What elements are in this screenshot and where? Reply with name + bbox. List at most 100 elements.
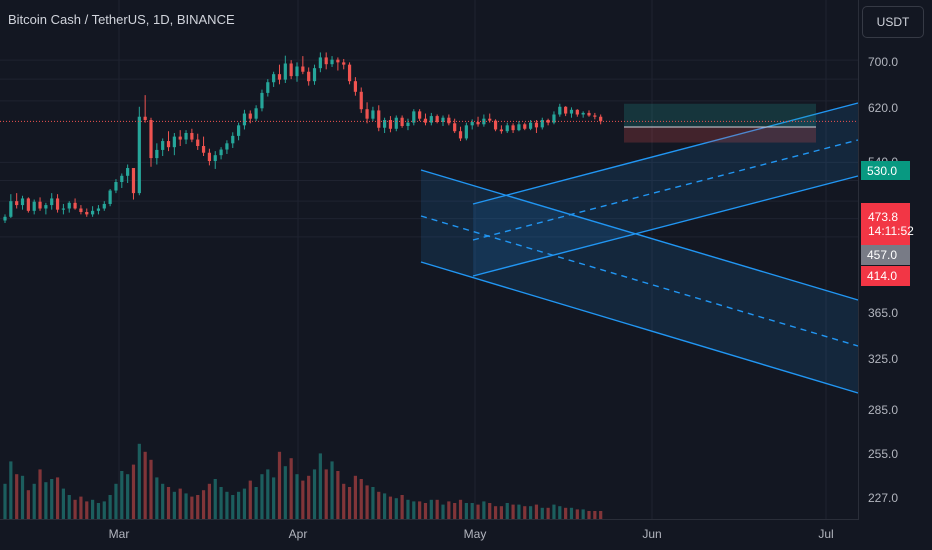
candle-body xyxy=(347,64,352,82)
candle-body xyxy=(137,116,141,194)
y-tick-label: 325.0 xyxy=(868,352,899,366)
candle-body xyxy=(277,74,282,80)
candle-body xyxy=(266,82,270,93)
volume-bar xyxy=(108,495,112,519)
candle-body xyxy=(254,108,258,119)
volume-bar xyxy=(91,499,95,519)
candle-body xyxy=(283,63,287,80)
volume-bar xyxy=(429,499,433,519)
candle-body xyxy=(196,139,200,147)
candle-body xyxy=(3,216,7,221)
candle-body xyxy=(178,136,182,140)
volume-bar xyxy=(400,495,404,519)
candle-body xyxy=(330,59,334,65)
candle-body xyxy=(552,114,556,123)
x-tick-label: Jul xyxy=(818,527,834,541)
volume-bar xyxy=(67,495,71,519)
candle-body xyxy=(207,152,211,162)
volume-bar xyxy=(552,504,556,519)
volume-bar xyxy=(482,501,486,519)
volume-bar xyxy=(336,471,340,519)
volume-bar xyxy=(464,503,468,519)
volume-bar xyxy=(505,503,509,519)
volume-bar xyxy=(26,490,30,519)
volume-bar xyxy=(388,496,393,519)
volume-bar xyxy=(423,503,428,519)
volume-bar xyxy=(61,488,65,519)
volume-bar xyxy=(441,504,445,519)
volume-bar xyxy=(114,483,118,519)
candle-body xyxy=(470,121,474,126)
currency-button[interactable]: USDT xyxy=(862,6,924,38)
candle-body xyxy=(593,115,597,117)
candle-body xyxy=(295,66,299,77)
volume-bar xyxy=(476,504,480,519)
volume-bar xyxy=(458,499,463,519)
candle-body xyxy=(534,122,539,128)
x-tick-label: Jun xyxy=(642,527,662,541)
time-axis-divider xyxy=(0,519,858,520)
volume-bar xyxy=(213,479,217,519)
price-axis-divider xyxy=(858,0,859,520)
candle-body xyxy=(406,122,410,127)
volume-bar xyxy=(277,451,282,519)
volume-bar xyxy=(377,491,381,519)
stop-price-tag: 414.0 xyxy=(861,266,910,286)
volume-bar xyxy=(207,483,211,519)
volume-bar xyxy=(242,488,247,519)
candle-body xyxy=(201,146,206,153)
candle-body xyxy=(307,71,311,82)
candle-body xyxy=(581,112,585,115)
volume-bar xyxy=(272,477,276,519)
volume-bar xyxy=(307,475,311,519)
volume-bar xyxy=(260,474,264,519)
volume-bar xyxy=(581,509,585,519)
candle-body xyxy=(505,125,509,132)
candle-body xyxy=(388,119,393,129)
x-tick-label: Mar xyxy=(108,527,130,541)
last-price-tag: 473.8 14:11:52 xyxy=(861,203,914,245)
candle-body xyxy=(67,202,71,209)
candle-body xyxy=(126,168,130,176)
volume-bar xyxy=(301,480,305,519)
candle-body xyxy=(441,117,445,122)
volume-bar xyxy=(587,511,591,519)
candle-body xyxy=(558,106,562,115)
volume-bar xyxy=(219,487,223,519)
volume-bar xyxy=(318,453,322,519)
volume-bar xyxy=(172,491,176,519)
candle-body xyxy=(464,125,468,139)
candle-body xyxy=(190,132,194,140)
candle-body xyxy=(184,132,188,140)
candle-body xyxy=(488,118,492,121)
volume-bar xyxy=(406,499,410,519)
candle-body xyxy=(453,123,457,132)
volume-bar xyxy=(324,469,328,519)
candle-body xyxy=(575,109,579,115)
volume-bar xyxy=(196,495,200,519)
candle-body xyxy=(435,116,439,122)
candle-body xyxy=(32,201,36,211)
volume-bar xyxy=(534,504,539,519)
volume-bar xyxy=(44,482,48,519)
position-stop-zone xyxy=(624,127,816,143)
candle-body xyxy=(546,119,550,123)
candle-body xyxy=(242,113,247,126)
volume-bar xyxy=(38,469,42,519)
volume-bar xyxy=(143,451,147,519)
volume-bar xyxy=(161,483,165,519)
volume-bar xyxy=(447,501,451,519)
volume-bar xyxy=(418,501,422,519)
volume-bar xyxy=(254,487,258,519)
volume-bar xyxy=(359,479,363,519)
candle-body xyxy=(377,110,381,128)
candle-body xyxy=(260,92,264,109)
candle-body xyxy=(318,57,322,69)
candle-body xyxy=(108,190,112,204)
candle-body xyxy=(120,175,124,183)
candle-body xyxy=(383,119,387,128)
volume-bar xyxy=(225,491,229,519)
position-target-zone xyxy=(624,103,816,128)
descending-channel-median-line xyxy=(420,215,859,347)
